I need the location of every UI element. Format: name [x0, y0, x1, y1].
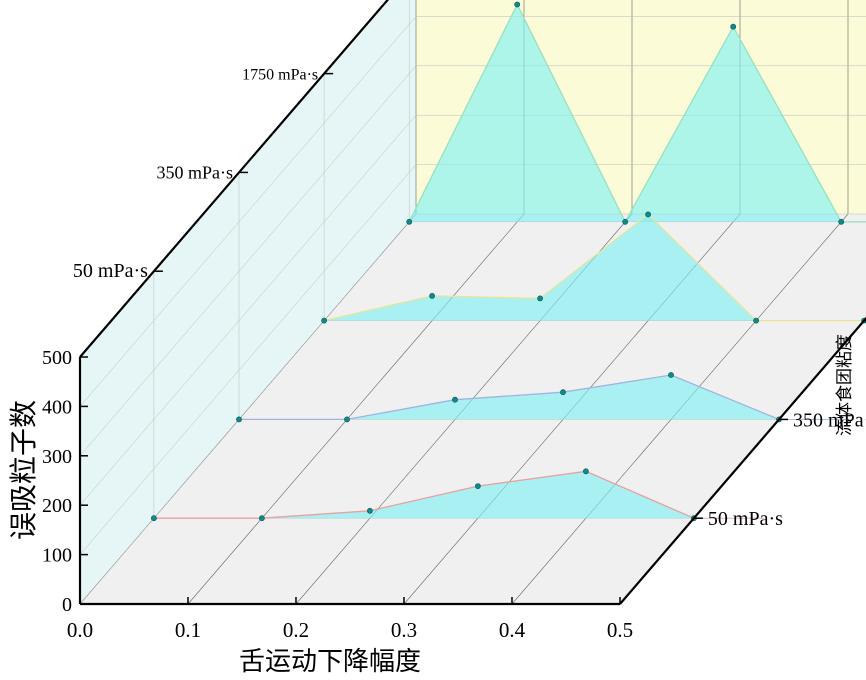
- data-point: [474, 483, 481, 489]
- y-tick-label: 0: [62, 594, 72, 616]
- data-point: [730, 23, 737, 30]
- series-2: [321, 211, 866, 324]
- x-tick-label: 0.1: [175, 618, 201, 642]
- y-tick-label: 300: [42, 446, 72, 468]
- x-tick-label: 0.5: [607, 618, 633, 642]
- y-tick-label: 400: [42, 396, 72, 418]
- series-line: [239, 374, 780, 421]
- y-tick-label: 100: [42, 545, 72, 567]
- data-point: [258, 515, 265, 522]
- z-top-tick-label: 350 mPa·s: [157, 162, 234, 182]
- z-axis-title: 流体食团粘度: [835, 334, 855, 436]
- series-area: [239, 375, 779, 420]
- z-tick-label: 50 mPa·s: [708, 508, 783, 530]
- chart-series-group: [150, 1, 866, 522]
- x-axis-title: 舌运动下降幅度: [239, 647, 421, 677]
- series-1: [236, 372, 850, 423]
- series-area: [409, 4, 866, 222]
- data-point: [452, 396, 458, 403]
- data-point: [838, 218, 845, 225]
- z-top-tick-label: 50 mPa·s: [73, 260, 148, 282]
- series-3: [406, 1, 866, 225]
- y-gridline: [79, 16, 866, 407]
- series-0: [150, 468, 764, 522]
- x-tick-label: 0.4: [499, 618, 526, 642]
- data-point: [753, 317, 759, 324]
- top-left-edge: [79, 0, 390, 358]
- chart-labels: 0.00.10.20.30.40.50.00.10.20.30.40.50100…: [7, 67, 866, 677]
- data-point: [583, 468, 589, 475]
- y-gridline: [79, 65, 866, 456]
- z-top-tick-label: 1750 mPa·s: [242, 67, 318, 84]
- z-axis-line: [619, 316, 866, 605]
- data-point: [150, 515, 157, 522]
- x-tick-label: 0.0: [67, 618, 93, 642]
- data-point: [366, 507, 373, 514]
- data-point: [560, 389, 566, 396]
- y-tick-label: 500: [42, 347, 72, 369]
- data-point: [514, 1, 521, 8]
- data-point: [344, 416, 350, 423]
- series-area: [153, 471, 694, 519]
- y-tick-label: 200: [42, 495, 72, 517]
- data-point: [406, 218, 413, 225]
- chart-axes: [78, 0, 866, 606]
- x-tick-label: 0.2: [283, 618, 309, 642]
- data-point: [668, 372, 674, 378]
- series-line: [323, 213, 865, 322]
- x-tick-label: 0.3: [391, 618, 417, 642]
- y-axis-title: 误吸粒子数: [7, 400, 40, 540]
- z-tick-label: 350 mPa·s: [793, 409, 866, 431]
- data-point: [622, 218, 629, 225]
- data-point: [236, 416, 242, 423]
- data-point: [321, 317, 327, 324]
- series-line: [153, 470, 695, 519]
- series-area: [324, 214, 865, 321]
- data-point: [645, 211, 651, 218]
- side-wall: [80, 0, 416, 604]
- data-point: [537, 295, 543, 302]
- series-line: [408, 3, 866, 224]
- data-point: [429, 292, 435, 299]
